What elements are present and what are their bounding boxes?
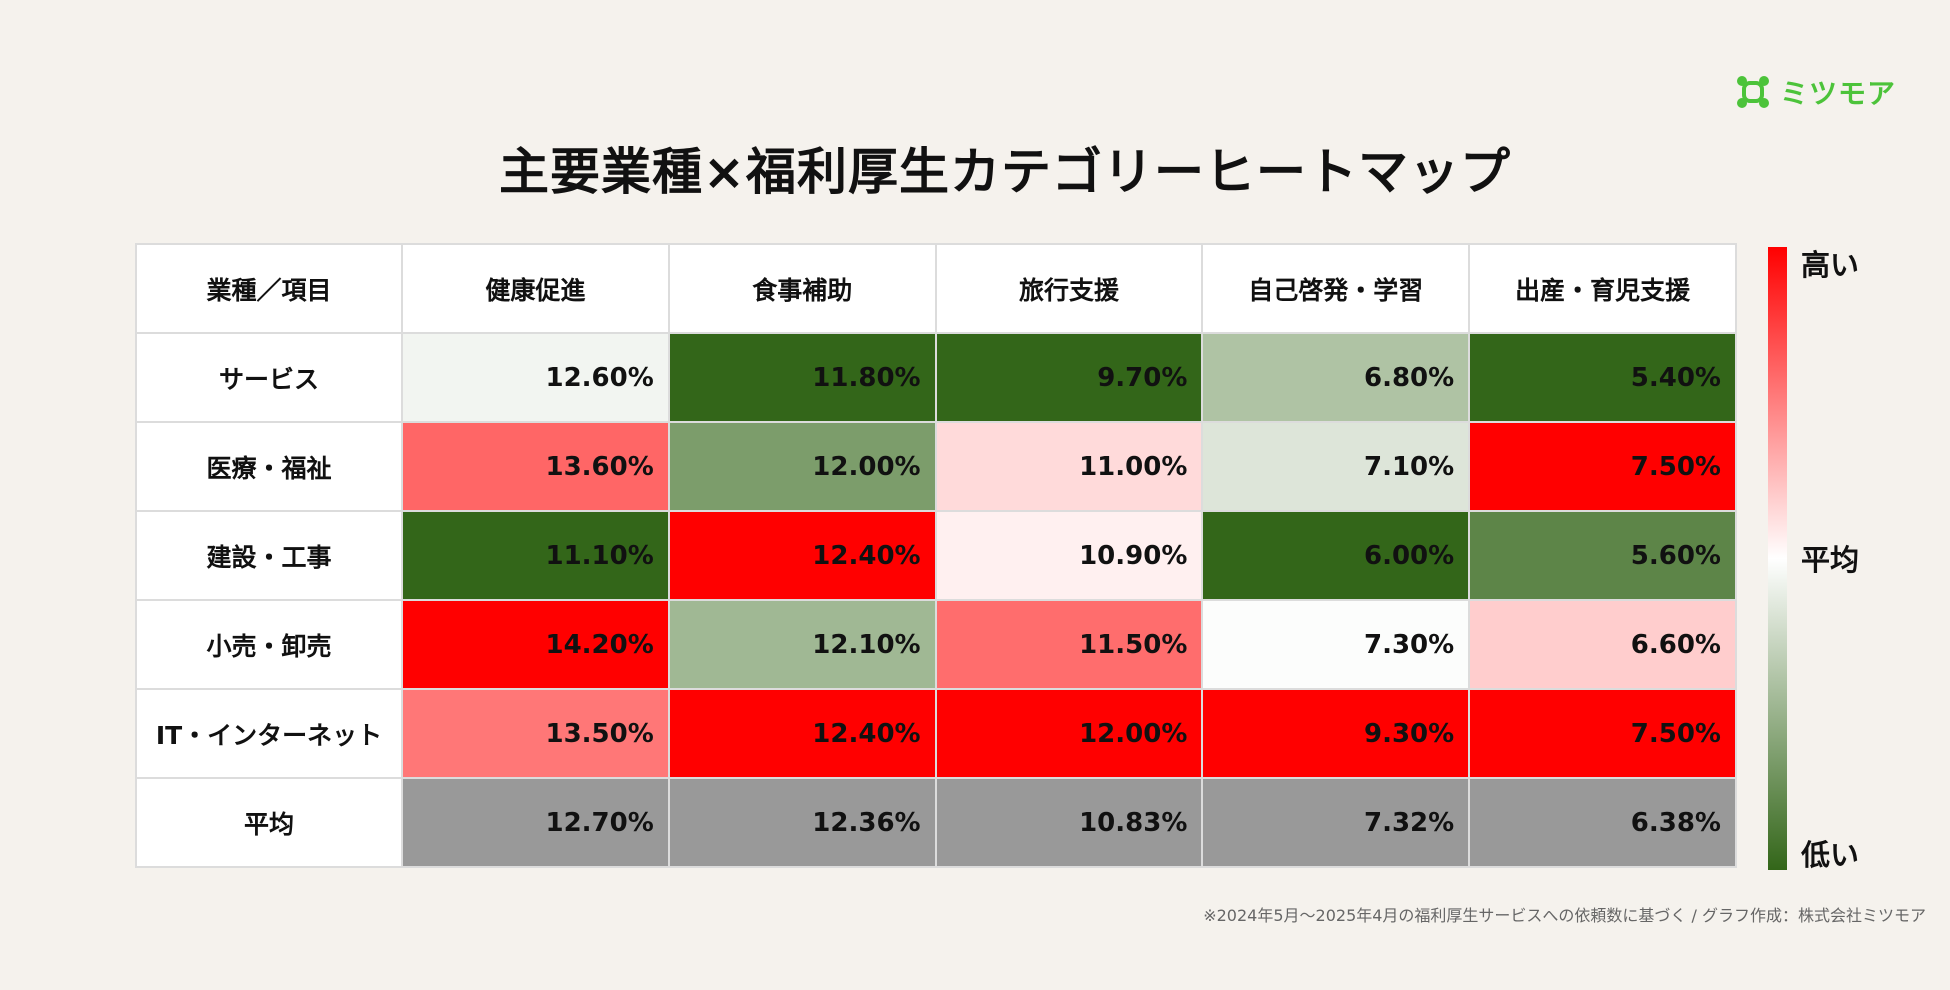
column-header: 出産・育児支援 [1468, 243, 1737, 334]
heatmap-cell: 7.30% [1201, 599, 1471, 690]
average-cell: 6.38% [1468, 777, 1737, 868]
heatmap-cell: 10.90% [934, 510, 1204, 601]
average-cell: 7.32% [1201, 777, 1471, 868]
column-header: 自己啓発・学習 [1201, 243, 1471, 334]
average-cell: 12.70% [401, 777, 670, 868]
legend-mid-label: 平均 [1801, 543, 1860, 577]
footnote: ※2024年5月〜2025年4月の福利厚生サービスへの依頼数に基づく / グラフ… [1203, 906, 1926, 925]
heatmap-cell: 13.50% [401, 688, 670, 779]
column-header: 健康促進 [401, 243, 670, 334]
heatmap-row: IT・インターネット 13.50% 12.40% 12.00% 9.30% 7.50% [135, 688, 1737, 779]
legend-high-label: 高い [1801, 248, 1860, 282]
row-label: IT・インターネット [135, 688, 403, 779]
legend-color-bar [1768, 247, 1787, 870]
heatmap-cell: 5.40% [1468, 332, 1737, 423]
heatmap-cell: 5.60% [1468, 510, 1737, 601]
average-cell: 12.36% [667, 777, 937, 868]
heatmap-row: サービス 12.60% 11.80% 9.70% 6.80% 5.40% [135, 332, 1737, 423]
heatmap-cell: 11.10% [401, 510, 670, 601]
heatmap-cell: 6.60% [1468, 599, 1737, 690]
brand-logo: ミツモア [1736, 72, 1896, 112]
heatmap-cell: 6.80% [1201, 332, 1471, 423]
row-label: サービス [135, 332, 403, 423]
heatmap-cell: 13.60% [401, 421, 670, 512]
heatmap-cell: 7.10% [1201, 421, 1471, 512]
heatmap-cell: 7.50% [1468, 688, 1737, 779]
chart-title: 主要業種×福利厚生カテゴリーヒートマップ [499, 143, 1511, 201]
row-label: 小売・卸売 [135, 599, 403, 690]
heatmap-cell: 11.00% [934, 421, 1204, 512]
legend-low-label: 低い [1801, 838, 1860, 872]
average-cell: 10.83% [934, 777, 1204, 868]
heatmap-cell: 11.50% [934, 599, 1204, 690]
average-row-label: 平均 [135, 777, 403, 868]
heatmap-cell: 12.40% [667, 688, 937, 779]
column-header: 食事補助 [667, 243, 937, 334]
mitsumoa-logo-icon [1737, 76, 1769, 108]
heatmap-row: 小売・卸売 14.20% 12.10% 11.50% 7.30% 6.60% [135, 599, 1737, 690]
heatmap-cell: 9.30% [1201, 688, 1471, 779]
heatmap-cell: 12.00% [934, 688, 1204, 779]
row-label: 建設・工事 [135, 510, 403, 601]
heatmap-cell: 12.40% [667, 510, 937, 601]
average-row: 平均 12.70% 12.36% 10.83% 7.32% 6.38% [135, 777, 1737, 868]
heatmap-table: 業種／項目 健康促進 食事補助 旅行支援 自己啓発・学習 出産・育児支援 サービス 12.… [135, 243, 1737, 868]
heatmap-cell: 12.60% [401, 332, 670, 423]
heatmap-cell: 12.10% [667, 599, 937, 690]
heatmap-cell: 6.00% [1201, 510, 1471, 601]
heatmap-cell: 7.50% [1468, 421, 1737, 512]
brand-name: ミツモア [1780, 77, 1897, 110]
heatmap-cell: 9.70% [934, 332, 1204, 423]
header-row: 業種／項目 健康促進 食事補助 旅行支援 自己啓発・学習 出産・育児支援 [135, 243, 1737, 334]
column-header: 旅行支援 [934, 243, 1204, 334]
heatmap-cell: 14.20% [401, 599, 670, 690]
heatmap-row: 医療・福祉 13.60% 12.00% 11.00% 7.10% 7.50% [135, 421, 1737, 512]
row-label: 医療・福祉 [135, 421, 403, 512]
heatmap-row: 建設・工事 11.10% 12.40% 10.90% 6.00% 5.60% [135, 510, 1737, 601]
heatmap-cell: 11.80% [667, 332, 937, 423]
heatmap-cell: 12.00% [667, 421, 937, 512]
corner-label: 業種／項目 [135, 243, 403, 334]
